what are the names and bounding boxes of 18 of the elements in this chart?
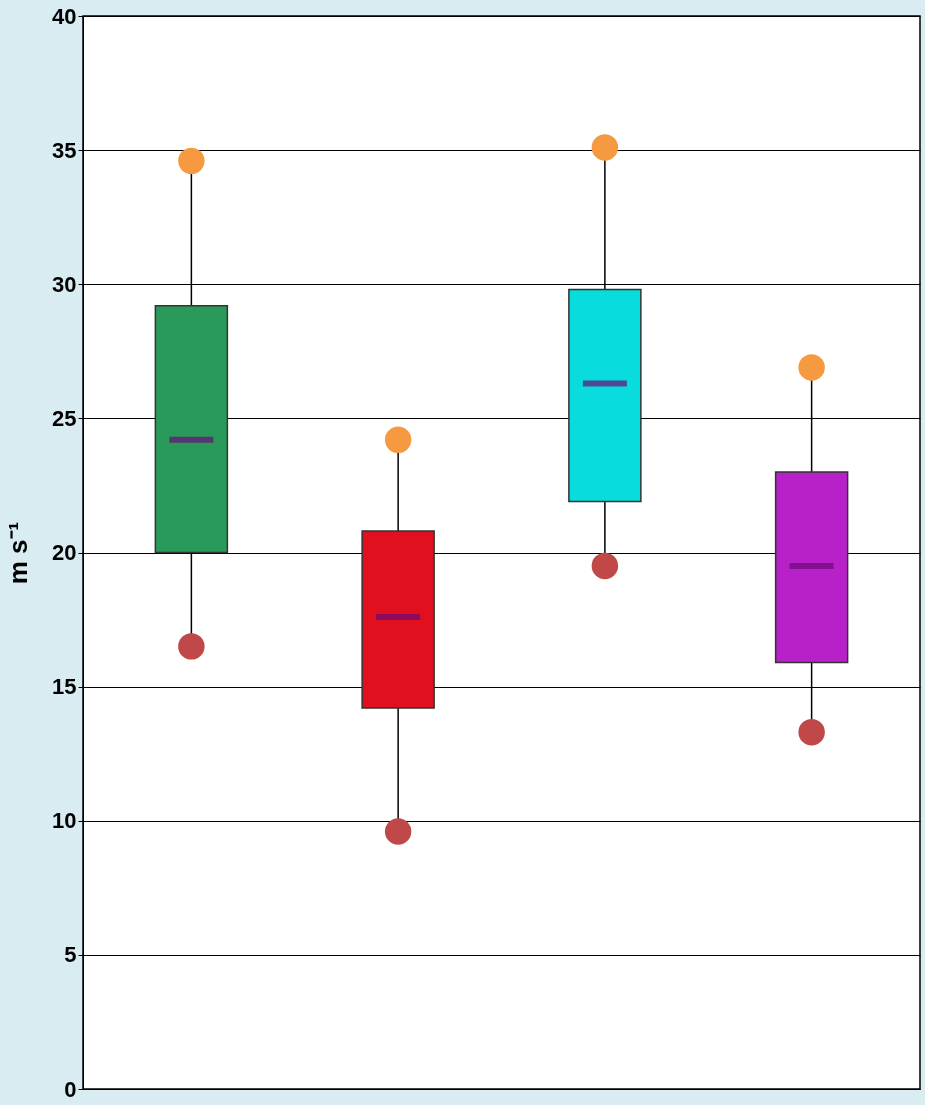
y-tick-label: 40 — [52, 3, 77, 29]
y-tick-label: 35 — [52, 137, 77, 163]
point — [591, 552, 619, 580]
point — [384, 426, 412, 454]
y-tick-label: 5 — [64, 942, 77, 968]
point — [798, 719, 825, 746]
y-tick-label: 25 — [52, 405, 77, 431]
y-tick-label: 20 — [52, 540, 77, 565]
point — [384, 818, 412, 845]
point — [178, 633, 205, 660]
y-tick-label: 30 — [52, 271, 77, 297]
y-tick-label: 0 — [64, 1076, 77, 1102]
y-axis-title: m s⁻¹ — [3, 521, 34, 585]
point — [178, 147, 205, 175]
point — [591, 134, 619, 161]
y-tick-label: 15 — [52, 674, 77, 700]
y-tick-label: 10 — [52, 808, 77, 834]
point — [798, 354, 825, 381]
